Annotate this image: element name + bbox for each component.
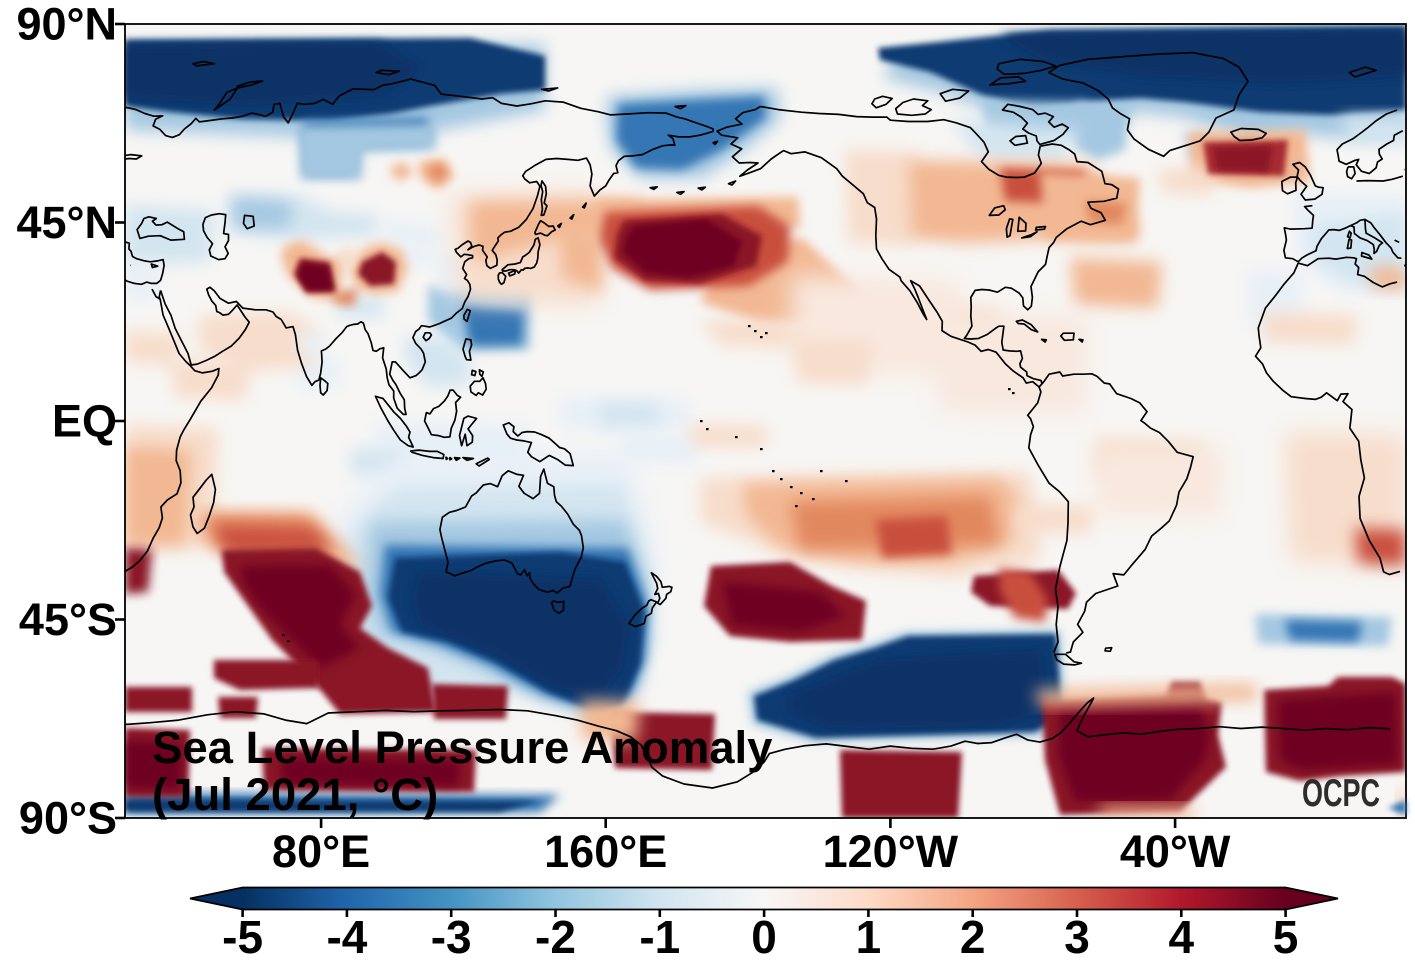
svg-text:-5: -5 [222, 911, 263, 963]
svg-text:-3: -3 [431, 911, 472, 963]
svg-text:45°N: 45°N [16, 197, 117, 248]
svg-text:80°E: 80°E [272, 826, 370, 877]
svg-text:2: 2 [960, 911, 986, 963]
svg-text:160°E: 160°E [544, 826, 667, 877]
svg-text:-4: -4 [326, 911, 367, 963]
svg-text:90°S: 90°S [19, 793, 117, 844]
svg-text:5: 5 [1273, 911, 1299, 963]
svg-text:-1: -1 [639, 911, 680, 963]
svg-text:4: 4 [1169, 911, 1195, 963]
svg-text:OCPC: OCPC [1302, 772, 1380, 815]
svg-text:3: 3 [1064, 911, 1090, 963]
svg-text:-2: -2 [535, 911, 576, 963]
svg-text:120°W: 120°W [823, 826, 959, 877]
svg-text:40°W: 40°W [1120, 826, 1231, 877]
svg-text:45°S: 45°S [19, 594, 117, 645]
svg-text:1: 1 [856, 911, 882, 963]
svg-text:EQ: EQ [52, 396, 117, 447]
svg-text:(Jul 2021, °C): (Jul 2021, °C) [152, 769, 438, 820]
svg-text:0: 0 [751, 911, 777, 963]
svg-text:90°N: 90°N [16, 0, 117, 50]
svg-text:Sea Level Pressure Anomaly: Sea Level Pressure Anomaly [152, 722, 773, 773]
